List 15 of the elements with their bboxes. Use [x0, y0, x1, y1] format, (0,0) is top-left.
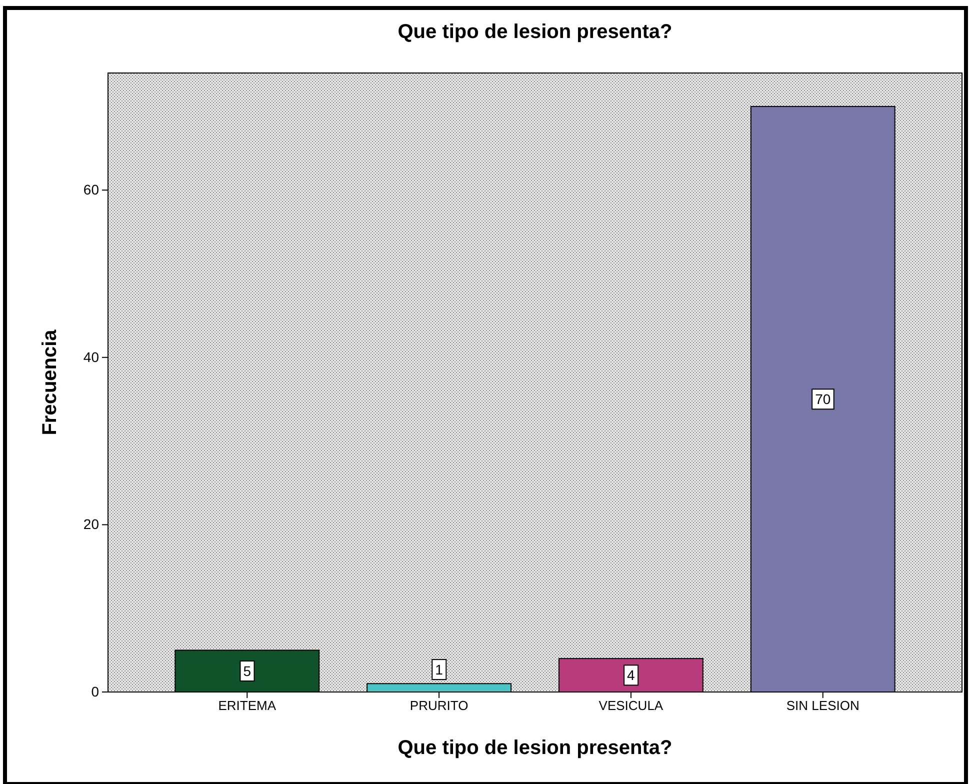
y-tick-label: 60 [83, 182, 100, 198]
x-axis-title: Que tipo de lesion presenta? [398, 737, 672, 759]
x-tick-label: PRURITO [410, 698, 468, 714]
chart-title: Que tipo de lesion presenta? [398, 21, 672, 43]
y-tick-label: 20 [83, 516, 100, 532]
x-tick-label: VESICULA [598, 698, 664, 714]
y-tick-label: 40 [83, 348, 100, 365]
data-label: 70 [815, 391, 831, 408]
y-tick-label: 0 [91, 683, 100, 700]
x-tick-label: SIN LESION [786, 698, 860, 714]
x-tick-label: ERITEMA [218, 698, 276, 714]
data-label: 4 [627, 667, 636, 684]
y-axis-title: Frecuencia [39, 328, 61, 436]
data-label: 5 [243, 662, 252, 679]
data-label: 1 [435, 662, 444, 678]
